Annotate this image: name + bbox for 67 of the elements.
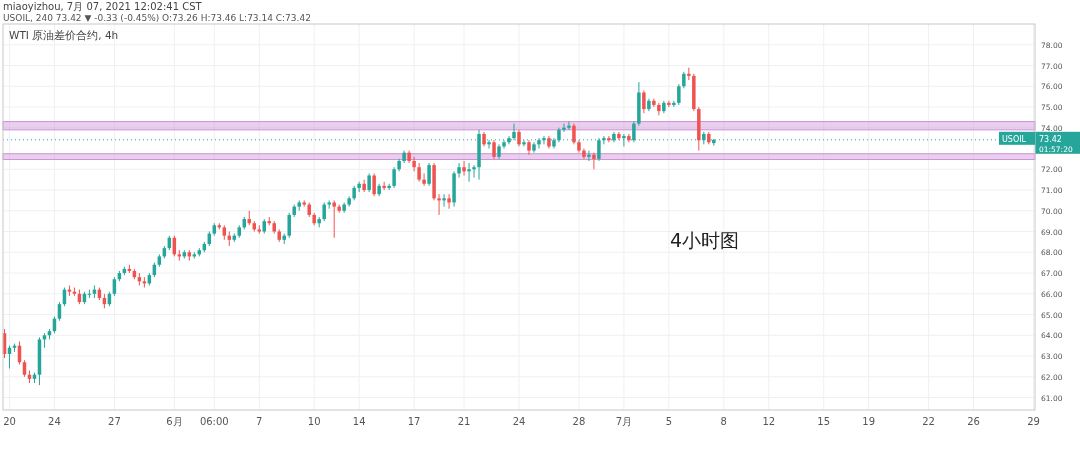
x-tick-label: 24 [48, 416, 61, 427]
candlestick [652, 98, 656, 108]
text: USOIL, 240 73.42 ▼ -0.33 (-0.45%) O:73.26 H:73.46 L:73.14 C:73.42 [3, 13, 311, 23]
candlestick [427, 162, 431, 187]
candlestick [457, 162, 461, 179]
x-tick-label: 24 [512, 416, 526, 427]
text: WTI 原油差价合约, 4h [9, 29, 119, 41]
candlestick [287, 212, 291, 239]
x-tick-label: 7月 [615, 416, 633, 427]
candlestick [672, 100, 676, 108]
ref-line-label: 73.42 [1039, 134, 1062, 144]
candlestick [472, 164, 476, 179]
x-tick-label: 19 [862, 416, 876, 427]
candlestick [467, 162, 471, 183]
x-tick-label: 27 [108, 416, 121, 427]
x-tick-label: 06:00 [199, 416, 229, 427]
candlestick [627, 133, 631, 143]
candlestick [667, 100, 671, 108]
candlestick [607, 135, 611, 143]
candlestick [462, 160, 466, 176]
candlestick [537, 137, 541, 150]
candlestick [422, 172, 426, 187]
candlestick [382, 181, 386, 191]
x-tick-label: 5 [665, 416, 673, 427]
x-tick-label: 6月 [166, 416, 183, 427]
candlestick [602, 135, 606, 145]
annotation: USOIL [1002, 134, 1027, 144]
candlestick [372, 172, 376, 197]
candlestick [587, 150, 591, 162]
x-tick-label: 21 [457, 416, 471, 427]
candlestick [572, 123, 576, 145]
candlestick [437, 193, 441, 216]
candlestick [567, 121, 571, 131]
candlestick [562, 123, 566, 133]
x-tick-label: 20 [3, 416, 16, 427]
candlestick [367, 172, 371, 193]
candlestick [617, 131, 621, 141]
x-tick-label: 22 [922, 416, 935, 427]
candlestick [657, 102, 661, 116]
candlestick [542, 135, 546, 145]
x-tick-label: 26 [967, 416, 980, 427]
candlestick [387, 183, 391, 191]
candlestick [487, 139, 491, 150]
x-tick-label: 15 [817, 416, 831, 427]
x-tick-label: 7 [256, 416, 263, 427]
candlestick [392, 166, 396, 189]
x-tick-label: 12 [762, 416, 776, 427]
x-tick-label: 8 [720, 416, 727, 427]
candlestick [412, 156, 416, 172]
x-tick-label: 17 [407, 416, 421, 427]
candlestick [417, 162, 421, 183]
candlestick [332, 199, 336, 239]
candlestick [597, 137, 601, 162]
candlestick [322, 201, 326, 222]
text: miaoyizhou, 7月 07, 2021 12:02:41 CST [3, 0, 203, 12]
x-tick-label: 28 [572, 416, 586, 427]
candlestick [492, 139, 496, 160]
candlestick [642, 89, 646, 114]
candlestick [592, 152, 596, 170]
x-tick-label: 29 [1027, 416, 1040, 427]
candlestick [677, 83, 681, 106]
x-tick-label: 14 [352, 416, 366, 427]
candlestick [622, 133, 626, 147]
x-tick-label: 10 [307, 416, 321, 427]
candlestick [447, 193, 451, 210]
candlestick [442, 193, 446, 208]
annotation: 4小时图 [670, 229, 740, 251]
